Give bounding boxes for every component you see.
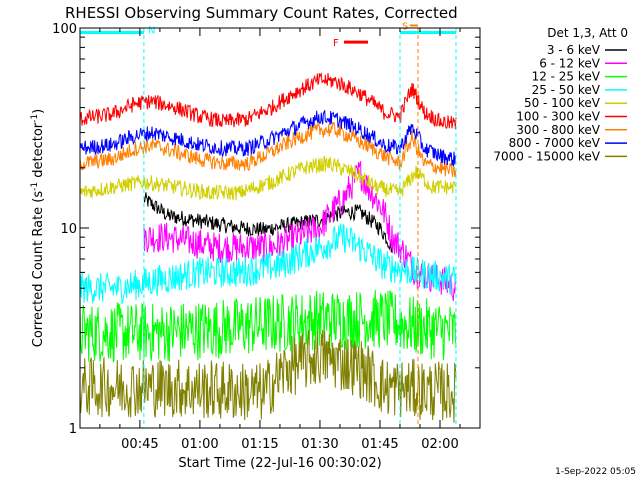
x-tick-label-3: 01:15 [241, 437, 278, 452]
legend-label-8: 800 - 7000 keV [509, 136, 601, 150]
y-axis-label-end: ) [31, 109, 46, 114]
legend-label-1: 3 - 6 keV [547, 43, 601, 57]
x-axis-label: Start Time (22-Jul-16 00:30:02) [178, 456, 381, 471]
series-line-1 [143, 192, 393, 253]
series-line-6 [79, 72, 457, 130]
saa-label: S [402, 21, 408, 32]
series-line-2 [143, 161, 457, 302]
x-tick-label-1: 00:45 [121, 437, 158, 452]
night-label: N [148, 25, 155, 36]
series-line-3 [79, 289, 457, 363]
y-axis-label-mid: detector [31, 122, 46, 182]
legend-label-5: 50 - 100 keV [524, 96, 601, 110]
y-axis-label-main: Corrected Count Rate (s [31, 191, 46, 348]
x-tick-label-4: 01:30 [301, 437, 338, 452]
detector-label: Det 1,3, Att 0 [547, 26, 628, 40]
y-tick-label-1: 1 [69, 422, 77, 437]
series-layer [79, 72, 457, 423]
series-line-7 [79, 121, 457, 178]
chart-title: RHESSI Observing Summary Count Rates, Co… [65, 4, 458, 22]
flare-label: F [333, 38, 339, 49]
series-line-8 [79, 110, 457, 167]
x-tick-label-2: 01:00 [181, 437, 218, 452]
legend-label-4: 25 - 50 keV [532, 83, 601, 97]
x-tick-label-6: 02:00 [421, 437, 458, 452]
x-tick-label-5: 01:45 [361, 437, 398, 452]
y-axis-label-sup2: -1 [30, 114, 40, 123]
legend-label-7: 300 - 800 keV [516, 123, 600, 137]
footer-date: 1-Sep-2022 05:05 [555, 467, 636, 477]
series-line-9 [79, 329, 457, 423]
series-line-4 [79, 223, 457, 305]
legend-label-3: 12 - 25 keV [532, 70, 601, 84]
y-axis-label-sup1: -1 [30, 182, 40, 191]
y-tick-label-2: 10 [60, 222, 77, 237]
y-axis-label: Corrected Count Rate (s-1 detector-1) [30, 109, 46, 347]
legend-label-2: 6 - 12 keV [539, 56, 601, 70]
annotation-layer: N S F [80, 21, 457, 428]
legend-label-9: 7000 - 15000 keV [493, 149, 600, 163]
legend-label-6: 100 - 300 keV [516, 110, 600, 124]
axis-layer: 00:45 01:00 01:15 01:30 01:45 02:00 1 10 100 [52, 22, 481, 452]
series-line-5 [79, 155, 457, 201]
y-tick-label-3: 100 [52, 22, 77, 37]
